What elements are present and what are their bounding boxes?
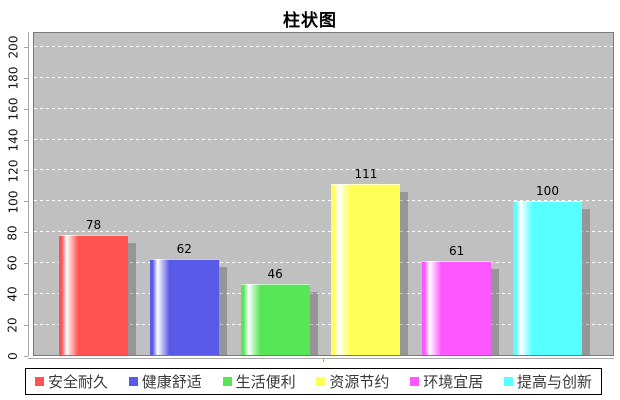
- gridline-120: [34, 169, 613, 171]
- y-tick-label-text: 180: [6, 66, 20, 90]
- legend-item-生活便利: 生活便利: [222, 371, 296, 392]
- legend-item-资源节约: 资源节约: [316, 371, 389, 392]
- legend-label: 环境宜居: [423, 373, 484, 391]
- y-tick-mark-180: [24, 77, 28, 79]
- plot-area: 78 62 46 111 61 100: [33, 32, 614, 356]
- gridline-100: [34, 200, 613, 202]
- gridline-40: [34, 292, 613, 294]
- x-axis-line: [28, 358, 614, 359]
- legend-item-提高与创新: 提高与创新: [503, 371, 592, 392]
- bar-资源节约: [331, 183, 401, 355]
- x-axis-center-tick: [323, 358, 324, 362]
- bar-提高与创新: [513, 200, 582, 355]
- legend-label: 健康舒适: [141, 373, 202, 391]
- chart-title: 柱状图: [283, 11, 337, 31]
- legend-swatch-icon: [503, 377, 513, 386]
- legend-swatch-icon: [316, 377, 326, 386]
- y-tick-label-text: 100: [6, 190, 20, 214]
- y-tick-label-text: 40: [6, 286, 20, 302]
- y-tick-label-text: 20: [6, 317, 20, 333]
- legend-label: 资源节约: [329, 373, 390, 391]
- legend-item-安全耐久: 安全耐久: [35, 371, 108, 392]
- y-tick-mark-80: [24, 232, 28, 234]
- bar-value-label: 61: [449, 243, 465, 258]
- bar-value-label: 46: [267, 267, 283, 282]
- y-tick-mark-40: [24, 293, 28, 295]
- y-axis-line: [28, 32, 29, 356]
- bar-value-label: 78: [85, 217, 102, 232]
- y-tick-label-text: 140: [6, 128, 20, 152]
- legend: 安全耐久 健康舒适 生活便利 资源节约 环境宜居 提高与创新: [25, 368, 602, 395]
- legend-swatch-icon: [410, 377, 420, 386]
- bar-value-label: 100: [536, 183, 559, 198]
- bar-value-label: 62: [176, 242, 192, 257]
- bar-value-label: 111: [354, 166, 378, 181]
- y-tick-mark-0: [24, 355, 28, 357]
- bar-安全耐久: [59, 234, 128, 355]
- y-tick-label-text: 80: [6, 224, 20, 241]
- y-tick-mark-100: [24, 201, 28, 203]
- y-tick-mark-200: [24, 46, 28, 48]
- legend-swatch-icon: [128, 377, 138, 386]
- y-tick-label-text: 200: [6, 35, 20, 59]
- gridline-180: [34, 76, 613, 78]
- gridline-80: [34, 231, 613, 233]
- gridline-200: [34, 45, 613, 47]
- legend-label: 生活便利: [235, 373, 296, 391]
- gridline-140: [34, 138, 613, 140]
- y-tick-mark-120: [24, 170, 28, 172]
- bar-生活便利: [240, 284, 310, 355]
- legend-swatch-icon: [222, 377, 232, 386]
- y-tick-label-text: 160: [6, 97, 20, 121]
- gridline-20: [34, 323, 613, 325]
- bar-健康舒适: [149, 259, 219, 355]
- legend-label: 安全耐久: [48, 373, 109, 391]
- y-tick-label-text: 60: [6, 255, 20, 272]
- gridline-160: [34, 107, 613, 109]
- y-tick-mark-20: [24, 324, 28, 326]
- legend-item-健康舒适: 健康舒适: [128, 371, 202, 392]
- y-tick-mark-140: [24, 139, 28, 141]
- legend-swatch-icon: [35, 377, 44, 386]
- y-tick-label-text: 0: [6, 352, 21, 360]
- bar-环境宜居: [422, 260, 492, 355]
- legend-item-环境宜居: 环境宜居: [410, 371, 483, 392]
- y-tick-label-text: 120: [6, 159, 20, 183]
- y-tick-mark-160: [24, 108, 28, 110]
- y-tick-mark-60: [24, 262, 28, 264]
- gridline-60: [34, 261, 613, 263]
- legend-label: 提高与创新: [516, 373, 592, 391]
